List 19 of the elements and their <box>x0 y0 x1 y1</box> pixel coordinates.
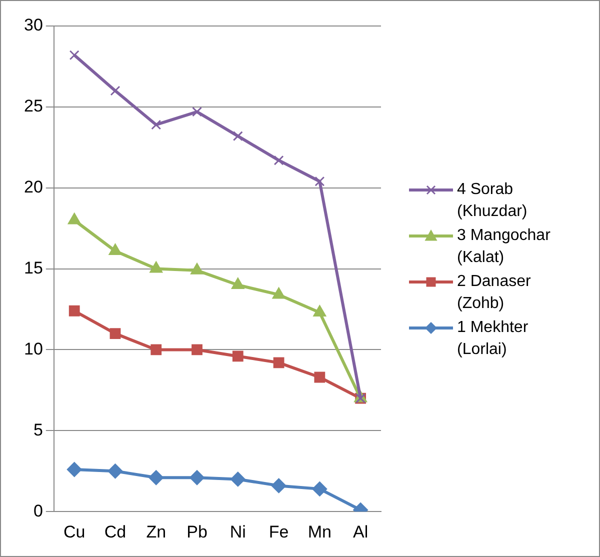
x-tick-label: Cu <box>63 522 86 542</box>
legend-label: 1 Mekhter (Lorlai) <box>457 318 530 360</box>
x-tick-label: Cd <box>104 522 126 542</box>
y-tick-label: 25 <box>24 96 43 116</box>
x-tick-label: Zn <box>146 522 166 542</box>
y-tick-label: 5 <box>33 420 43 440</box>
y-tick-label: 10 <box>24 339 43 358</box>
x-tick-label: Fe <box>268 522 289 542</box>
y-tick-label: 30 <box>24 16 43 35</box>
x-tick-label: Al <box>352 522 368 542</box>
y-tick-label: 0 <box>33 501 43 520</box>
legend-label: 4 Sorab (Khuzdar) <box>457 180 528 222</box>
x-tick-label: Pb <box>186 522 208 542</box>
y-tick-label: 15 <box>24 258 43 278</box>
y-tick-label: 20 <box>24 178 43 197</box>
legend-label: 2 Danaser (Zohb) <box>457 272 532 314</box>
legend-label: 3 Mangochar (Kalat) <box>457 226 552 268</box>
x-tick-label: Ni <box>230 522 246 542</box>
x-tick-label: Mn <box>308 522 332 542</box>
